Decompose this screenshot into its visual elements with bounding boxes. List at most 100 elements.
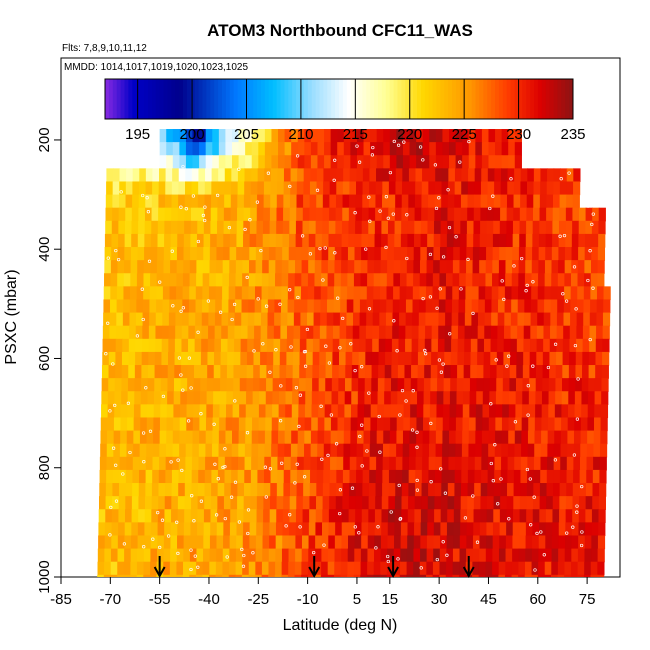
heatmap-cell	[139, 430, 148, 445]
heatmap-cell	[335, 496, 343, 510]
heatmap-cell	[104, 260, 112, 274]
heatmap-cell	[329, 483, 337, 497]
latitude-marker-arrow	[387, 556, 399, 579]
heatmap-cell	[334, 535, 343, 550]
heatmap-cell	[303, 456, 311, 471]
heatmap-cell	[129, 325, 137, 340]
heatmap-cell	[262, 233, 270, 248]
heatmap-cell	[152, 456, 160, 471]
heatmap-cell	[289, 496, 297, 510]
colorbar-segment	[257, 79, 262, 119]
heatmap-cell	[374, 233, 382, 248]
heatmap-cell	[407, 247, 415, 261]
heatmap-cell	[550, 312, 558, 327]
heatmap-cell	[259, 378, 267, 392]
sample-marker	[106, 321, 110, 325]
heatmap-cell	[578, 509, 586, 523]
heatmap-cell	[540, 168, 548, 183]
heatmap-cell	[487, 496, 495, 510]
heatmap-cell	[525, 260, 533, 274]
colorbar-segment	[366, 79, 371, 119]
heatmap-cell	[430, 365, 438, 379]
heatmap-cell	[512, 233, 520, 248]
heatmap-cell	[591, 522, 599, 537]
heatmap-cell	[387, 535, 395, 550]
y-tick-label: 1000	[36, 560, 53, 593]
heatmap-cell	[112, 496, 120, 510]
heatmap-cell	[278, 129, 286, 143]
heatmap-cell	[583, 299, 591, 314]
heatmap-cell	[412, 286, 420, 301]
heatmap-cell	[389, 456, 397, 471]
heatmap-cell	[439, 561, 447, 576]
heatmap-cell	[356, 469, 364, 484]
heatmap-cell	[231, 168, 239, 183]
colorbar-segment	[272, 79, 278, 119]
heatmap-cell	[466, 509, 475, 523]
heatmap-cell	[386, 574, 394, 577]
heatmap-cell	[554, 417, 562, 432]
heatmap-cell	[580, 430, 588, 445]
heatmap-cell	[314, 273, 322, 287]
heatmap-cell	[532, 207, 541, 222]
heatmap-cell	[418, 325, 426, 340]
heatmap-cell	[441, 469, 449, 484]
heatmap-cell	[326, 312, 334, 327]
heatmap-cell	[276, 483, 285, 497]
heatmap-cell	[137, 260, 145, 274]
heatmap-cell	[502, 378, 510, 392]
colorbar-segment	[280, 79, 285, 119]
heatmap-cell	[443, 404, 451, 419]
heatmap-cell	[487, 483, 495, 497]
heatmap-cell	[479, 247, 487, 261]
sample-marker	[423, 352, 428, 356]
heatmap-cell	[341, 260, 349, 274]
heatmap-cell	[333, 286, 342, 301]
heatmap-cell	[520, 456, 528, 471]
heatmap-cell	[276, 220, 284, 235]
heatmap-cell	[390, 417, 398, 432]
sample-marker	[284, 524, 288, 528]
heatmap-cell	[400, 233, 409, 248]
heatmap-cell	[239, 404, 247, 419]
heatmap-cell	[307, 312, 315, 327]
heatmap-cell	[423, 417, 431, 432]
heatmap-cell	[308, 233, 316, 248]
heatmap-cell	[151, 220, 159, 235]
heatmap-cell	[342, 483, 350, 497]
heatmap-cell	[509, 351, 518, 366]
heatmap-cell	[252, 404, 260, 419]
heatmap-cell	[510, 312, 519, 327]
heatmap-cell	[204, 496, 212, 510]
sample-marker	[355, 144, 359, 148]
heatmap-cell	[597, 273, 605, 287]
heatmap-cell	[200, 365, 208, 379]
heatmap-cell	[255, 273, 263, 287]
heatmap-cell	[237, 496, 245, 510]
heatmap-cell	[300, 325, 308, 340]
colorbar-segment	[471, 79, 476, 119]
heatmap-cell	[130, 273, 138, 287]
colorbar-segment	[339, 79, 344, 119]
heatmap-cell	[211, 168, 219, 183]
heatmap-cell	[474, 456, 482, 471]
heatmap-cell	[323, 456, 331, 471]
heatmap-cell	[553, 469, 561, 484]
heatmap-cell	[118, 509, 126, 523]
heatmap-cell	[520, 469, 528, 484]
heatmap-cell	[461, 483, 469, 497]
heatmap-cell	[416, 129, 424, 143]
sample-marker	[415, 430, 419, 434]
sample-marker	[338, 511, 342, 516]
heatmap-cell	[590, 299, 598, 314]
heatmap-cell	[505, 548, 513, 563]
heatmap-cell	[143, 574, 151, 577]
heatmap-cell	[311, 391, 319, 405]
heatmap-cell	[125, 194, 133, 209]
heatmap-cell	[188, 312, 196, 327]
heatmap-cell	[370, 129, 378, 143]
heatmap-cell	[157, 247, 165, 261]
heatmap-cell	[479, 535, 487, 550]
heatmap-cell	[209, 561, 217, 576]
heatmap-cell	[273, 351, 281, 366]
